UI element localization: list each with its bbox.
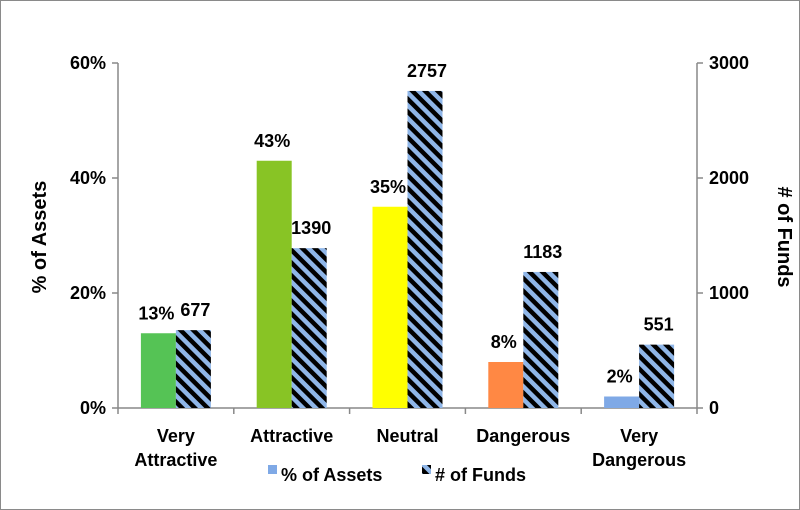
data-label-funds: 1390 <box>291 218 331 238</box>
bars <box>140 90 675 408</box>
data-label-funds: 2757 <box>407 61 447 81</box>
bar-assets <box>256 160 292 408</box>
y-left-tick-label: 60% <box>70 53 106 73</box>
category-label: Attractive <box>250 426 333 446</box>
legend-swatch-funds <box>422 465 431 474</box>
y-axis-left-title: % of Assets <box>29 181 51 294</box>
y-left-tick-label: 40% <box>70 168 106 188</box>
category-label: Very Dangerous <box>592 426 686 470</box>
data-label-funds: 551 <box>644 315 674 335</box>
legend-label-funds: # of Funds <box>435 465 526 485</box>
data-label-funds: 1183 <box>523 242 562 262</box>
bar-funds <box>639 344 675 408</box>
category-label: Very Attractive <box>134 426 217 470</box>
legend-swatch-assets <box>268 465 277 474</box>
data-labels: 13% 677 43% 1390 35% 2757 8% 1183 2% 551 <box>138 61 673 387</box>
bar-assets <box>372 206 408 408</box>
axes: 0% 20% 40% 60% 0 1000 2000 3000 Very Attractive At… <box>70 53 749 470</box>
y-left-tick-label: 20% <box>70 283 106 303</box>
y-right-tick-label: 1000 <box>709 283 749 303</box>
y-left-tick-label: 0% <box>80 398 106 418</box>
y-axis-right-title: # of Funds <box>773 186 795 287</box>
bar-funds <box>291 248 327 408</box>
y-right-tick-label: 0 <box>709 398 719 418</box>
data-label-assets: 8% <box>491 332 517 352</box>
data-label-assets: 43% <box>254 131 290 151</box>
bar-assets <box>488 362 524 408</box>
bar-funds <box>175 330 211 408</box>
bar-funds <box>523 271 559 408</box>
data-label-assets: 13% <box>138 303 174 323</box>
data-label-funds: 677 <box>180 300 210 320</box>
bar-assets <box>604 396 640 408</box>
data-label-assets: 35% <box>370 177 406 197</box>
data-label-assets: 2% <box>607 367 633 387</box>
legend-label-assets: % of Assets <box>281 465 382 485</box>
category-label: Neutral <box>376 426 438 446</box>
category-label: Dangerous <box>476 426 570 446</box>
y-right-tick-label: 3000 <box>709 53 749 73</box>
y-right-tick-label: 2000 <box>709 168 749 188</box>
bar-assets <box>140 333 176 408</box>
bar-funds <box>407 90 443 408</box>
legend: % of Assets # of Funds <box>268 465 526 485</box>
